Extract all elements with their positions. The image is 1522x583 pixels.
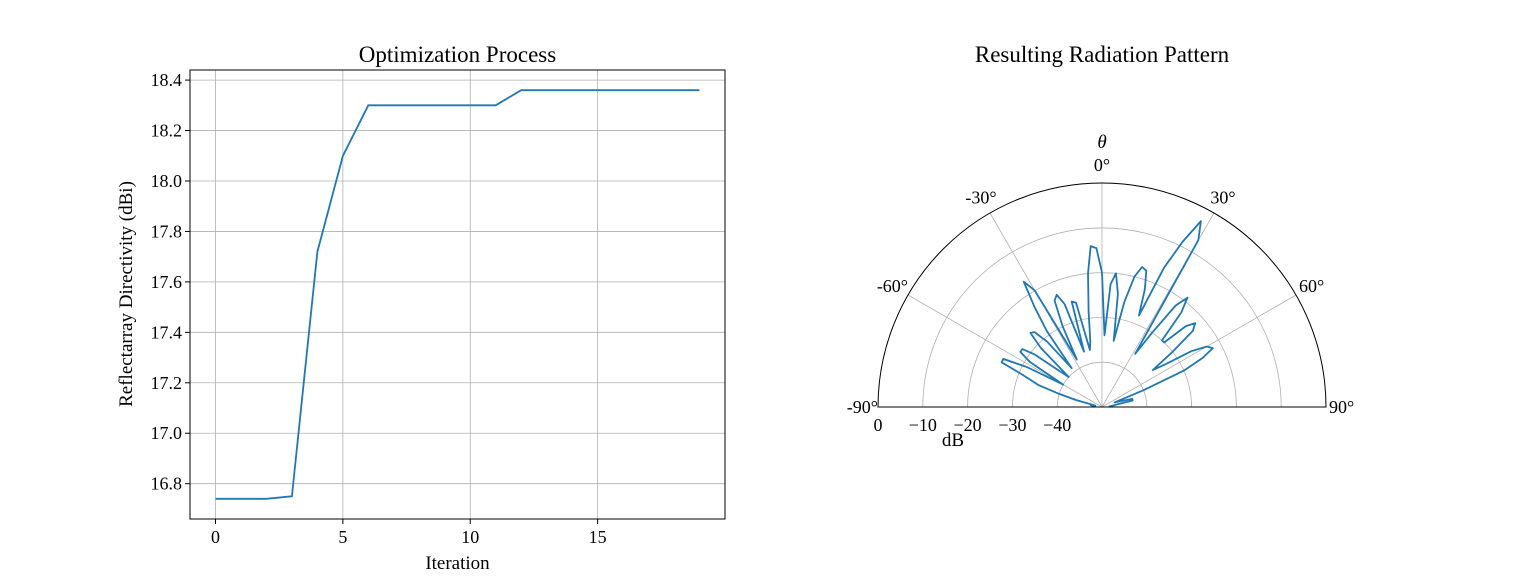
- left-y-tick-label: 17.0: [151, 423, 183, 443]
- left-y-tick-label: 18.2: [151, 121, 183, 141]
- left-x-tick-label: 10: [461, 527, 479, 547]
- polar-radial-ticks: 0 −10 −20 −30 −40: [874, 415, 1072, 435]
- polar-theta-ticks: -90° -60° -30° 0° 30° 60° 90°: [847, 155, 1354, 417]
- radiation-pattern-chart: -90° -60° -30° 0° 30° 60° 90° 0 −10 −20 −30 −40 Re…: [847, 42, 1354, 451]
- polar-radial-tick-label: −10: [909, 415, 937, 435]
- polar-radial-tick-label: −20: [954, 415, 982, 435]
- polar-theta-tick-label: 30°: [1210, 187, 1235, 207]
- left-axes-frame: [189, 69, 726, 520]
- polar-theta-gridline: [1101, 294, 1297, 408]
- left-line-series: [215, 89, 700, 500]
- polar-theta-tick-label: -90°: [847, 397, 878, 417]
- polar-radial-tick-label: −40: [1043, 415, 1071, 435]
- left-x-tick-label: 5: [338, 527, 347, 547]
- left-y-tick-label: 17.2: [151, 373, 183, 393]
- left-y-ticks: 16.8 17.0 17.2 17.4 17.6 17.8 18.0 18.2 18.4: [151, 70, 190, 494]
- left-grid: [190, 70, 725, 519]
- polar-axes-frame: [877, 182, 1327, 408]
- polar-theta-tick-label: -30°: [965, 187, 996, 207]
- polar-theta-tick-label: -60°: [877, 276, 908, 296]
- polar-line-series: [1000, 220, 1214, 408]
- left-x-ticks: 0 5 10 15: [211, 519, 607, 547]
- left-x-axis-label: Iteration: [425, 553, 490, 574]
- radiation-pattern-line: [1000, 220, 1214, 408]
- left-y-tick-label: 18.4: [151, 70, 183, 90]
- left-x-tick-label: 15: [589, 527, 607, 547]
- left-y-tick-label: 17.6: [151, 272, 183, 292]
- polar-theta-tick-label: 60°: [1299, 276, 1324, 296]
- right-chart-title: Resulting Radiation Pattern: [975, 42, 1230, 67]
- left-x-tick-label: 0: [211, 527, 220, 547]
- polar-theta-gridline: [907, 294, 1103, 408]
- polar-radial-label: dB: [942, 430, 964, 451]
- optimization-chart: 0 5 10 15 16.817.017.217.417.617.818.018.21…: [116, 42, 726, 574]
- left-y-tick-label: 16.8: [151, 474, 183, 494]
- left-y-tick-label: 18.0: [151, 171, 183, 191]
- polar-theta-tick-label: 90°: [1329, 397, 1354, 417]
- polar-theta-label: θ: [1097, 132, 1106, 153]
- polar-theta-tick-label: 0°: [1094, 155, 1110, 175]
- left-y-axis-label: Reflectarray Directivity (dBi): [116, 181, 137, 407]
- polar-radial-tick-label: 0: [874, 415, 883, 435]
- left-y-tick-label: 17.8: [151, 221, 183, 241]
- left-chart-title: Optimization Process: [359, 42, 556, 67]
- left-y-tick-label: 17.4: [151, 322, 183, 342]
- polar-radial-tick-label: −30: [998, 415, 1026, 435]
- directivity-line: [215, 89, 700, 500]
